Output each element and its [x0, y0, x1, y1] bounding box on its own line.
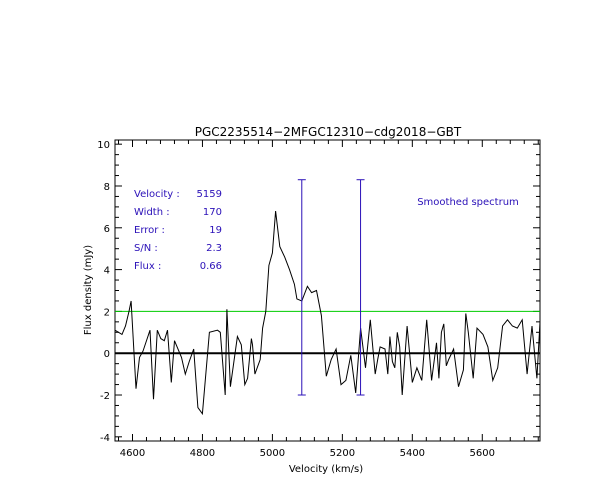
x-tick-label: 4800 — [190, 448, 215, 459]
x-tick-label: 5400 — [400, 448, 425, 459]
plot-area: 4600 4800 5000 5200 5400 5600 -4 -2 0 2 4 6 8 10 — [97, 139, 541, 459]
x-tick-label: 5600 — [470, 448, 495, 459]
stat-label: Flux : — [134, 261, 161, 272]
stat-value: 19 — [209, 225, 222, 236]
stat-label: Error : — [134, 225, 165, 236]
y-tick-label: 8 — [104, 182, 110, 193]
y-tick-label: 10 — [97, 140, 110, 151]
stat-value: 0.66 — [200, 261, 222, 272]
x-tick-label: 4600 — [120, 448, 145, 459]
stat-value: 2.3 — [206, 243, 222, 254]
stat-value: 170 — [203, 207, 222, 218]
y-axis-label: Flux density (mJy) — [83, 245, 94, 335]
stat-label: Velocity : — [134, 189, 180, 200]
x-axis-label: Velocity (km/s) — [289, 464, 363, 475]
x-tick-label: 5000 — [260, 448, 285, 459]
smoothed-spectrum-annotation: Smoothed spectrum — [417, 197, 519, 208]
chart-title: PGC2235514−2MFGC12310−cdg2018−GBT — [195, 125, 462, 139]
y-tick-label: -4 — [100, 433, 110, 444]
y-tick-label: 6 — [104, 224, 110, 235]
stat-value: 5159 — [197, 189, 222, 200]
stat-label: S/N : — [134, 243, 158, 254]
y-tick-label: -2 — [100, 391, 110, 402]
y-tick-label: 4 — [104, 266, 110, 277]
y-tick-label: 0 — [104, 349, 110, 360]
y-tick-label: 2 — [104, 307, 110, 318]
spectrum-line — [114, 211, 541, 416]
stat-label: Width : — [134, 207, 170, 218]
fit-statistics-panel: Velocity : 5159 Width : 170 Error : 19 S/N : 2.… — [134, 189, 222, 272]
x-tick-label: 5200 — [330, 448, 355, 459]
